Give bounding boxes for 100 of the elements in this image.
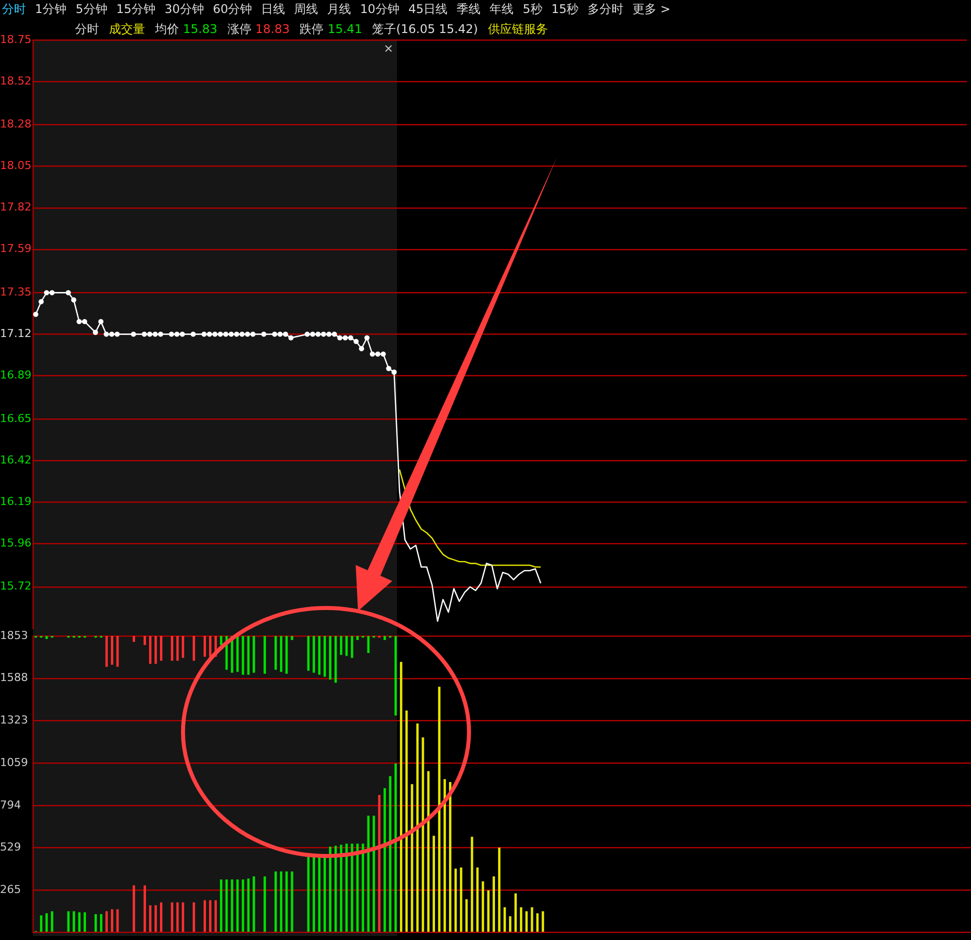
y-tick-label: 17.59 [0, 242, 32, 256]
bar [72, 911, 76, 932]
bar [144, 636, 146, 645]
bar [209, 636, 212, 657]
text: 周线 [294, 2, 318, 16]
point [282, 332, 288, 337]
bar [247, 636, 250, 675]
point [212, 332, 218, 337]
point [147, 332, 152, 337]
point [277, 332, 283, 337]
bar [204, 900, 206, 932]
point [310, 332, 316, 337]
bar [329, 846, 332, 932]
bar [144, 885, 146, 932]
y-tick-label: 18.05 [0, 159, 32, 172]
bar [84, 912, 86, 932]
point [239, 332, 245, 337]
bar [45, 913, 48, 932]
bar [384, 788, 386, 932]
point [342, 335, 348, 340]
point [174, 332, 180, 337]
y-tick-label: 529 [0, 840, 21, 854]
bar [149, 636, 152, 664]
point [370, 351, 375, 357]
bar [345, 844, 348, 932]
bar [132, 636, 136, 642]
text: 日线 [261, 2, 286, 16]
bar [110, 909, 114, 932]
point [82, 318, 88, 324]
bar [312, 636, 316, 673]
y-tick-label: 17.12 [0, 327, 32, 340]
point [337, 335, 342, 340]
point [92, 330, 98, 335]
bar [192, 636, 196, 661]
bar [264, 636, 266, 674]
text: 多分时 [588, 2, 624, 16]
bar [247, 878, 250, 932]
y-tick-label: 1853 [0, 628, 28, 642]
text: 成交量 [109, 22, 145, 36]
bar [209, 900, 212, 932]
bar [444, 779, 446, 932]
bar [280, 871, 282, 932]
y-tick-label: 265 [0, 882, 21, 896]
bar [394, 763, 397, 932]
bar [160, 902, 162, 932]
bar [394, 636, 397, 716]
bar [274, 636, 277, 670]
bar [105, 911, 108, 932]
point [332, 332, 337, 337]
bar [329, 636, 332, 680]
text: 5分钟 [76, 2, 108, 16]
bar [340, 636, 342, 655]
point [38, 299, 44, 304]
bar [334, 636, 337, 683]
point [180, 332, 185, 337]
bar [94, 914, 97, 932]
bar [504, 907, 506, 932]
point [261, 332, 266, 337]
point [76, 318, 82, 324]
bar [487, 890, 490, 932]
point [206, 332, 212, 337]
bar [324, 636, 326, 677]
text: 10分钟 [360, 2, 400, 16]
bar [324, 856, 326, 932]
text: 分时 [2, 2, 26, 16]
y-tick-label: 18.28 [0, 118, 32, 131]
point [114, 332, 120, 337]
bar [40, 915, 42, 932]
text: 60分钟 [212, 2, 252, 16]
bar [264, 876, 266, 932]
y-tick-label: 794 [0, 798, 21, 812]
bar [214, 900, 217, 932]
text: 月线 [327, 2, 352, 16]
y-tick-label: 16.42 [0, 453, 32, 466]
bar [318, 856, 320, 932]
point [142, 332, 147, 337]
bar [340, 844, 342, 932]
bar [252, 636, 256, 673]
bar [318, 636, 320, 675]
point [228, 332, 234, 337]
bar [312, 856, 316, 932]
y-tick-label: 1588 [0, 671, 28, 684]
bar [192, 902, 196, 932]
y-tick-label: 17.35 [0, 286, 32, 299]
y-tick-label: 18.52 [0, 74, 32, 88]
bar [280, 636, 282, 672]
text: 30分钟 [164, 2, 204, 16]
bar [345, 636, 348, 656]
text: 供应链服务 [488, 22, 548, 36]
bar [492, 876, 495, 932]
y-tick-label: 15.72 [0, 580, 32, 593]
point [304, 332, 310, 337]
bar [432, 836, 436, 932]
point [33, 312, 38, 317]
point [358, 346, 364, 352]
point [250, 332, 256, 337]
bar [422, 737, 424, 932]
text: 45日线 [408, 2, 448, 16]
bar [132, 885, 136, 932]
bar [542, 911, 544, 932]
